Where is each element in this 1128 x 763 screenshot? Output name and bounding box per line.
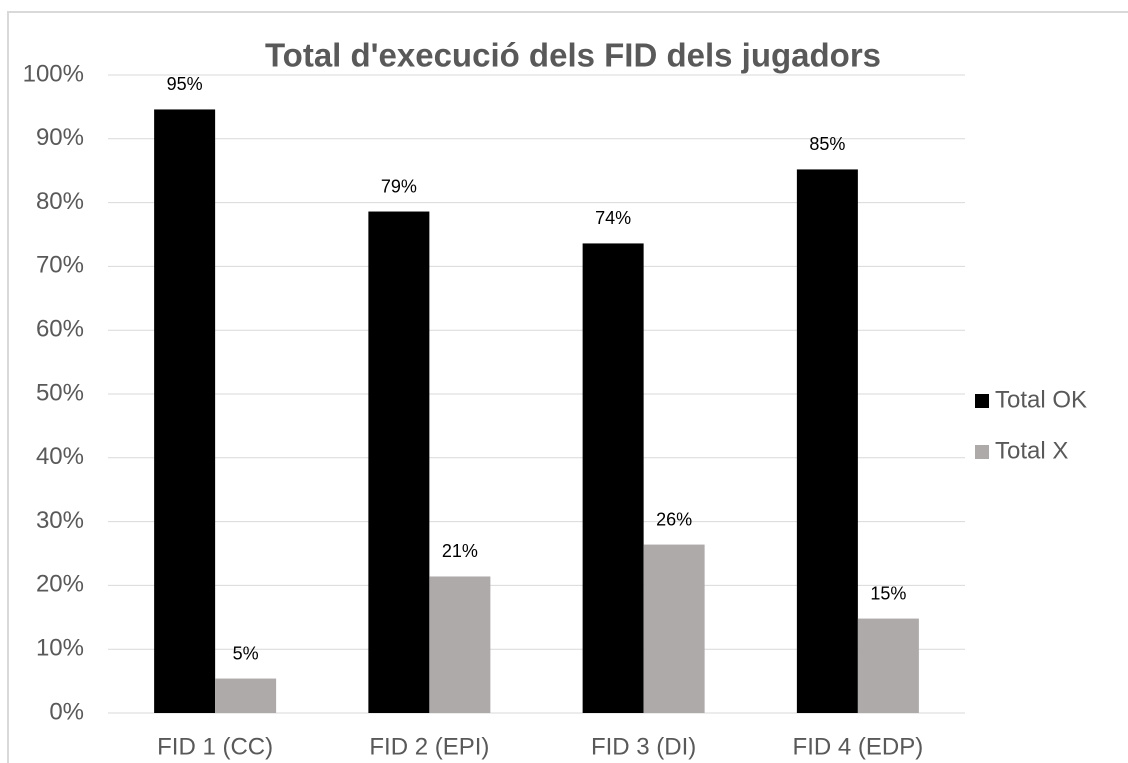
bar: [643, 544, 705, 713]
data-label: 21%: [442, 541, 478, 561]
y-tick-label: 50%: [36, 379, 84, 406]
y-tick-label: 30%: [36, 507, 84, 534]
chart-title: Total d'execució dels FID dels jugadors: [265, 37, 881, 74]
y-tick-label: 80%: [36, 188, 84, 215]
data-label: 74%: [595, 208, 631, 228]
data-label: 26%: [656, 509, 692, 529]
y-tick-label: 10%: [36, 635, 84, 662]
data-label: 79%: [381, 176, 417, 196]
data-label: 5%: [233, 643, 259, 663]
y-tick-label: 20%: [36, 571, 84, 598]
data-label: 95%: [167, 74, 203, 94]
legend-swatch: [975, 445, 989, 459]
x-tick-label: FID 3 (DI): [591, 733, 696, 760]
legend-swatch: [975, 394, 989, 408]
bar: [857, 618, 919, 713]
bar: [796, 169, 858, 713]
legend-label: Total X: [995, 437, 1068, 464]
y-tick-label: 40%: [36, 443, 84, 470]
data-label: 15%: [870, 583, 906, 603]
y-tick-label: 0%: [49, 698, 84, 725]
y-tick-label: 100%: [23, 60, 84, 87]
data-label: 85%: [809, 134, 845, 154]
bar: [582, 243, 644, 713]
legend-label: Total OK: [995, 386, 1087, 413]
y-tick-label: 90%: [36, 124, 84, 151]
bar: [368, 211, 430, 714]
bar: [154, 109, 216, 713]
chart-frame: [7, 11, 1128, 763]
y-tick-label: 70%: [36, 252, 84, 279]
x-tick-label: FID 2 (EPI): [369, 733, 489, 760]
bar: [215, 678, 277, 713]
bar: [429, 576, 491, 713]
y-tick-label: 60%: [36, 316, 84, 343]
x-tick-label: FID 4 (EDP): [793, 733, 924, 760]
x-tick-label: FID 1 (CC): [157, 733, 273, 760]
